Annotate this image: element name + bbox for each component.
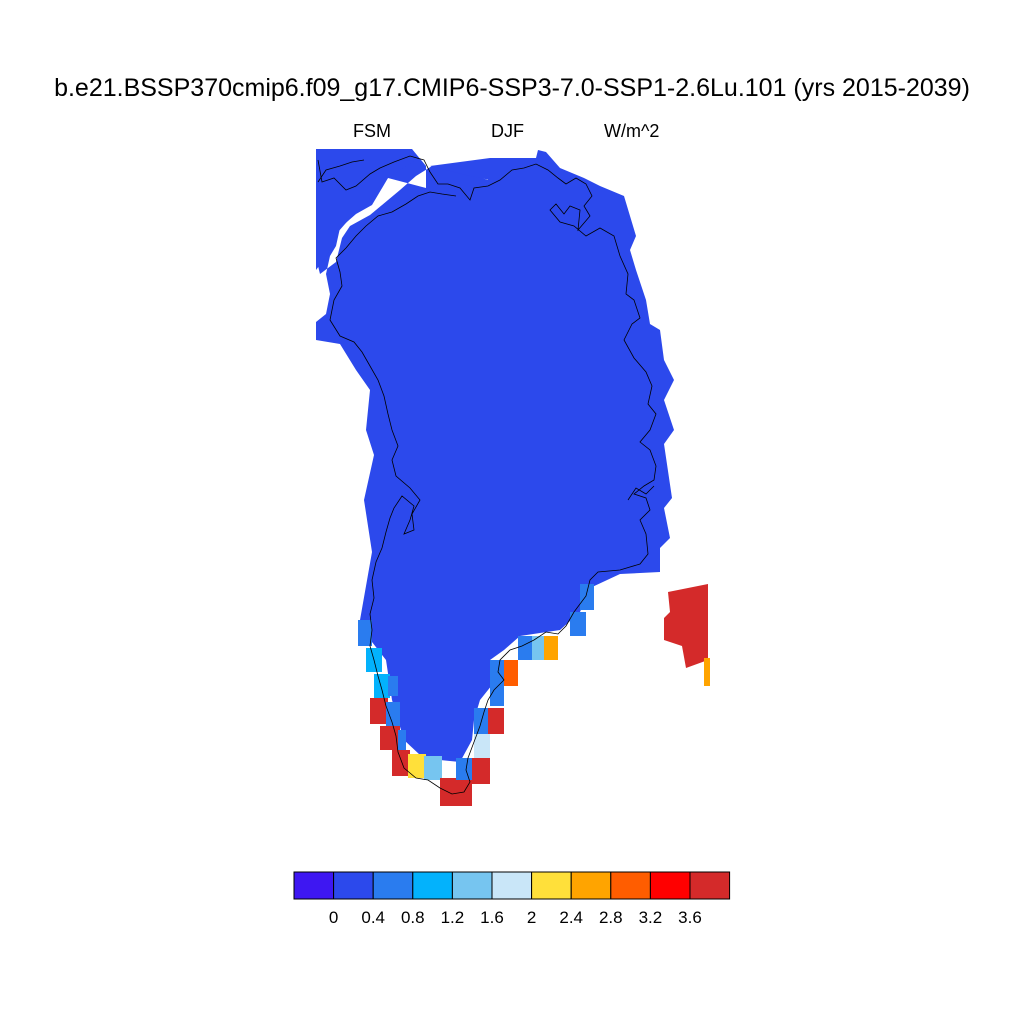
colorbar-tick-label: 3.2 [639, 908, 663, 927]
grid-cell [532, 636, 546, 660]
units-label: W/m^2 [604, 121, 660, 141]
colorbar-swatch [689, 871, 731, 900]
colorbar-swatch [372, 871, 414, 900]
variable-label: FSM [353, 121, 391, 141]
colorbar-swatch [531, 871, 572, 900]
grid-cell [358, 620, 372, 646]
grid-cell [424, 756, 442, 780]
grid-cell [386, 702, 400, 726]
grid-cell [474, 734, 490, 758]
grid-cell [474, 708, 488, 734]
colorbar-tick-label: 2 [527, 908, 536, 927]
plot-title: b.e21.BSSP370cmip6.f09_g17.CMIP6-SSP3-7.… [54, 74, 970, 102]
grid-cell [456, 758, 472, 780]
colorbar-tick-label: 1.6 [480, 908, 504, 927]
colorbar-tick-label: 1.2 [441, 908, 465, 927]
season-label: DJF [491, 121, 524, 141]
colorbar-tick-label: 0.4 [361, 908, 385, 927]
grid-cell [544, 636, 558, 660]
colorbar-swatch [412, 871, 453, 900]
grid-cell [664, 584, 708, 668]
grid-cell [398, 730, 406, 752]
grid-cell [570, 612, 586, 636]
grid-cell [504, 660, 518, 686]
colorbar-swatch [451, 871, 493, 900]
colorbar-tick-label: 0 [329, 908, 338, 927]
colorbar-tick-label: 0.8 [401, 908, 425, 927]
colorbar-tick-label: 2.8 [599, 908, 623, 927]
grid-cell [488, 708, 504, 734]
grid-cell [580, 584, 594, 610]
grid-cell [440, 778, 472, 806]
colorbar-swatch [293, 871, 335, 900]
colorbar-swatch [333, 871, 374, 900]
colorbar-tick-label: 3.6 [678, 908, 702, 927]
colorbar-swatch [491, 871, 533, 900]
colorbar-swatches [293, 871, 731, 900]
grid-cell [388, 676, 398, 696]
grid-cell [472, 758, 490, 784]
grid-cell [490, 660, 504, 706]
colorbar-tick-label: 2.4 [559, 908, 583, 927]
grid-cell [374, 674, 390, 698]
colorbar-swatch [649, 871, 691, 900]
grid-cell [704, 658, 710, 686]
land-fill [316, 149, 674, 762]
colorbar-labels: 0 0.4 0.8 1.2 1.6 2 2.4 2.8 3.2 3.6 [329, 908, 702, 927]
grid-cell [408, 754, 426, 778]
colorbar-swatch [570, 871, 612, 900]
grid-cell [518, 636, 532, 660]
grid-cell [370, 698, 388, 724]
colorbar-swatch [610, 871, 651, 900]
coastline [317, 155, 657, 795]
